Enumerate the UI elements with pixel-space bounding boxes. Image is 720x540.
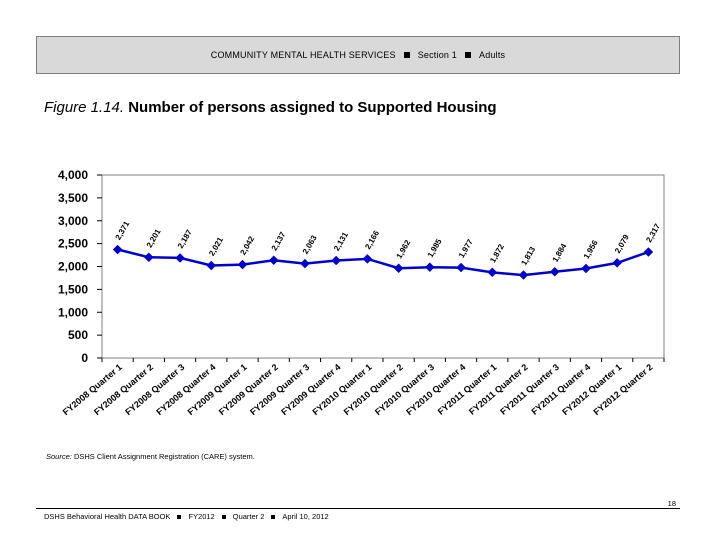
figure-label: Figure 1.14. <box>44 99 125 116</box>
data-point <box>581 263 591 274</box>
data-point <box>331 255 342 266</box>
data-point <box>612 258 623 268</box>
data-point <box>143 252 154 263</box>
data-point <box>549 266 560 277</box>
y-tick-label: 2,000 <box>58 260 88 274</box>
data-label: 2,187 <box>176 228 194 250</box>
data-point <box>456 262 466 273</box>
y-tick-label: 0 <box>81 351 88 365</box>
data-label: 2,131 <box>332 230 350 252</box>
data-label: 2,137 <box>270 230 288 252</box>
header-banner: COMMUNITY MENTAL HEALTH SERVICES Section… <box>36 36 680 74</box>
y-tick-label: 500 <box>68 328 88 342</box>
square-bullet-icon <box>271 514 276 519</box>
data-label: 2,201 <box>145 227 163 249</box>
data-label: 2,079 <box>613 233 631 255</box>
data-point <box>362 254 373 264</box>
data-point <box>643 247 654 257</box>
footer-divider <box>36 508 680 509</box>
page-number: 18 <box>667 499 676 508</box>
data-label: 1,985 <box>426 237 444 259</box>
x-tick-label: FY2012 Quarter 2 <box>592 362 655 417</box>
footer: DSHS Behavioral Health DATA BOOK FY2012 … <box>44 512 329 521</box>
footer-quarter: Quarter 2 <box>232 512 265 521</box>
y-tick-label: 1,000 <box>58 305 88 319</box>
data-label: 1,956 <box>582 238 600 260</box>
header-population: Adults <box>479 50 506 60</box>
square-bullet-icon <box>177 514 182 519</box>
data-point <box>393 263 404 274</box>
data-point <box>206 260 217 271</box>
footer-date: April 10, 2012 <box>282 512 329 521</box>
y-tick-label: 4,000 <box>58 168 88 182</box>
square-bullet-icon <box>403 52 410 58</box>
data-label: 1,962 <box>395 238 413 260</box>
data-label: 1,813 <box>519 245 537 267</box>
data-point <box>268 255 279 266</box>
data-label: 2,317 <box>644 222 662 244</box>
square-bullet-icon <box>221 514 226 519</box>
source-note: Source: DSHS Client Assignment Registrat… <box>46 452 255 461</box>
square-bullet-icon <box>465 52 472 58</box>
figure-title-text: Number of persons assigned to Supported … <box>128 99 497 116</box>
data-label: 2,021 <box>207 235 225 257</box>
footer-fiscal-year: FY2012 <box>188 512 215 521</box>
figure-title: Figure 1.14. Number of persons assigned … <box>44 99 497 116</box>
data-point <box>237 259 248 270</box>
data-label: 2,371 <box>114 219 132 241</box>
footer-book: DSHS Behavioral Health DATA BOOK <box>44 512 171 521</box>
data-label: 2,063 <box>301 233 319 255</box>
data-point <box>300 258 310 269</box>
data-point <box>424 262 435 273</box>
data-label: 1,872 <box>488 242 506 264</box>
series-line <box>117 248 649 277</box>
data-point <box>518 270 529 280</box>
data-point <box>112 244 123 255</box>
y-tick-label: 1,500 <box>58 282 88 296</box>
data-point <box>175 253 185 263</box>
data-label: 2,166 <box>363 229 381 251</box>
y-tick-label: 3,000 <box>58 214 88 228</box>
header-title: COMMUNITY MENTAL HEALTH SERVICES <box>210 50 396 60</box>
data-label: 1,977 <box>457 237 475 259</box>
y-tick-label: 2,500 <box>58 237 88 251</box>
data-point <box>487 267 498 278</box>
plot-area <box>101 174 665 359</box>
data-label: 1,884 <box>551 241 569 263</box>
source-text: DSHS Client Assignment Registration (CAR… <box>73 452 255 461</box>
source-label: Source: <box>46 452 72 461</box>
header-section: Section 1 <box>417 50 458 60</box>
data-label: 2,042 <box>238 234 256 256</box>
y-tick-label: 3,500 <box>58 191 88 205</box>
